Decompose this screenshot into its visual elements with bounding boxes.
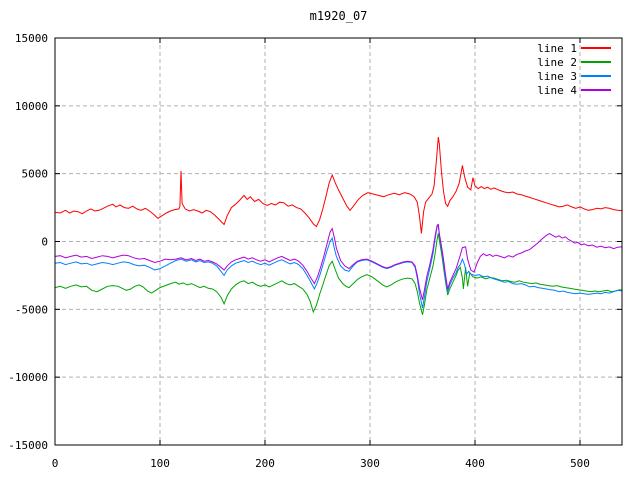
svg-text:0: 0 xyxy=(41,236,48,249)
legend-line-sample xyxy=(581,47,611,49)
series-line-3 xyxy=(55,223,622,309)
svg-text:-10000: -10000 xyxy=(8,371,48,384)
svg-text:15000: 15000 xyxy=(15,32,48,45)
legend-label: line 3 xyxy=(537,69,577,83)
svg-text:200: 200 xyxy=(255,457,275,470)
legend-line-sample xyxy=(581,89,611,91)
gridlines xyxy=(55,38,622,445)
legend-line-sample xyxy=(581,61,611,63)
legend-item: line 3 xyxy=(517,69,611,83)
legend: line 1 line 2 line 3 line 4 xyxy=(517,41,611,97)
series-line-4 xyxy=(55,223,622,300)
series-line-1 xyxy=(55,136,622,234)
svg-text:-5000: -5000 xyxy=(15,303,48,316)
tick-marks xyxy=(54,37,622,446)
svg-text:500: 500 xyxy=(570,457,590,470)
legend-label: line 2 xyxy=(537,55,577,69)
svg-text:10000: 10000 xyxy=(15,100,48,113)
chart-title: m1920_07 xyxy=(309,9,368,23)
y-axis-tick-labels: -15000 -10000 -5000 0 5000 10000 15000 xyxy=(8,32,48,452)
legend-item: line 1 xyxy=(517,41,611,55)
legend-item: line 2 xyxy=(517,55,611,69)
legend-item: line 4 xyxy=(517,83,611,97)
series-lines xyxy=(55,136,622,315)
svg-text:0: 0 xyxy=(52,457,59,470)
legend-label: line 4 xyxy=(537,83,577,97)
legend-label: line 1 xyxy=(537,41,577,55)
series-line-2 xyxy=(55,233,622,315)
svg-text:300: 300 xyxy=(360,457,380,470)
legend-line-sample xyxy=(581,75,611,77)
x-axis-tick-labels: 0 100 200 300 400 500 xyxy=(52,457,590,470)
svg-text:-15000: -15000 xyxy=(8,439,48,452)
svg-text:400: 400 xyxy=(465,457,485,470)
svg-text:5000: 5000 xyxy=(22,168,49,181)
svg-text:100: 100 xyxy=(150,457,170,470)
